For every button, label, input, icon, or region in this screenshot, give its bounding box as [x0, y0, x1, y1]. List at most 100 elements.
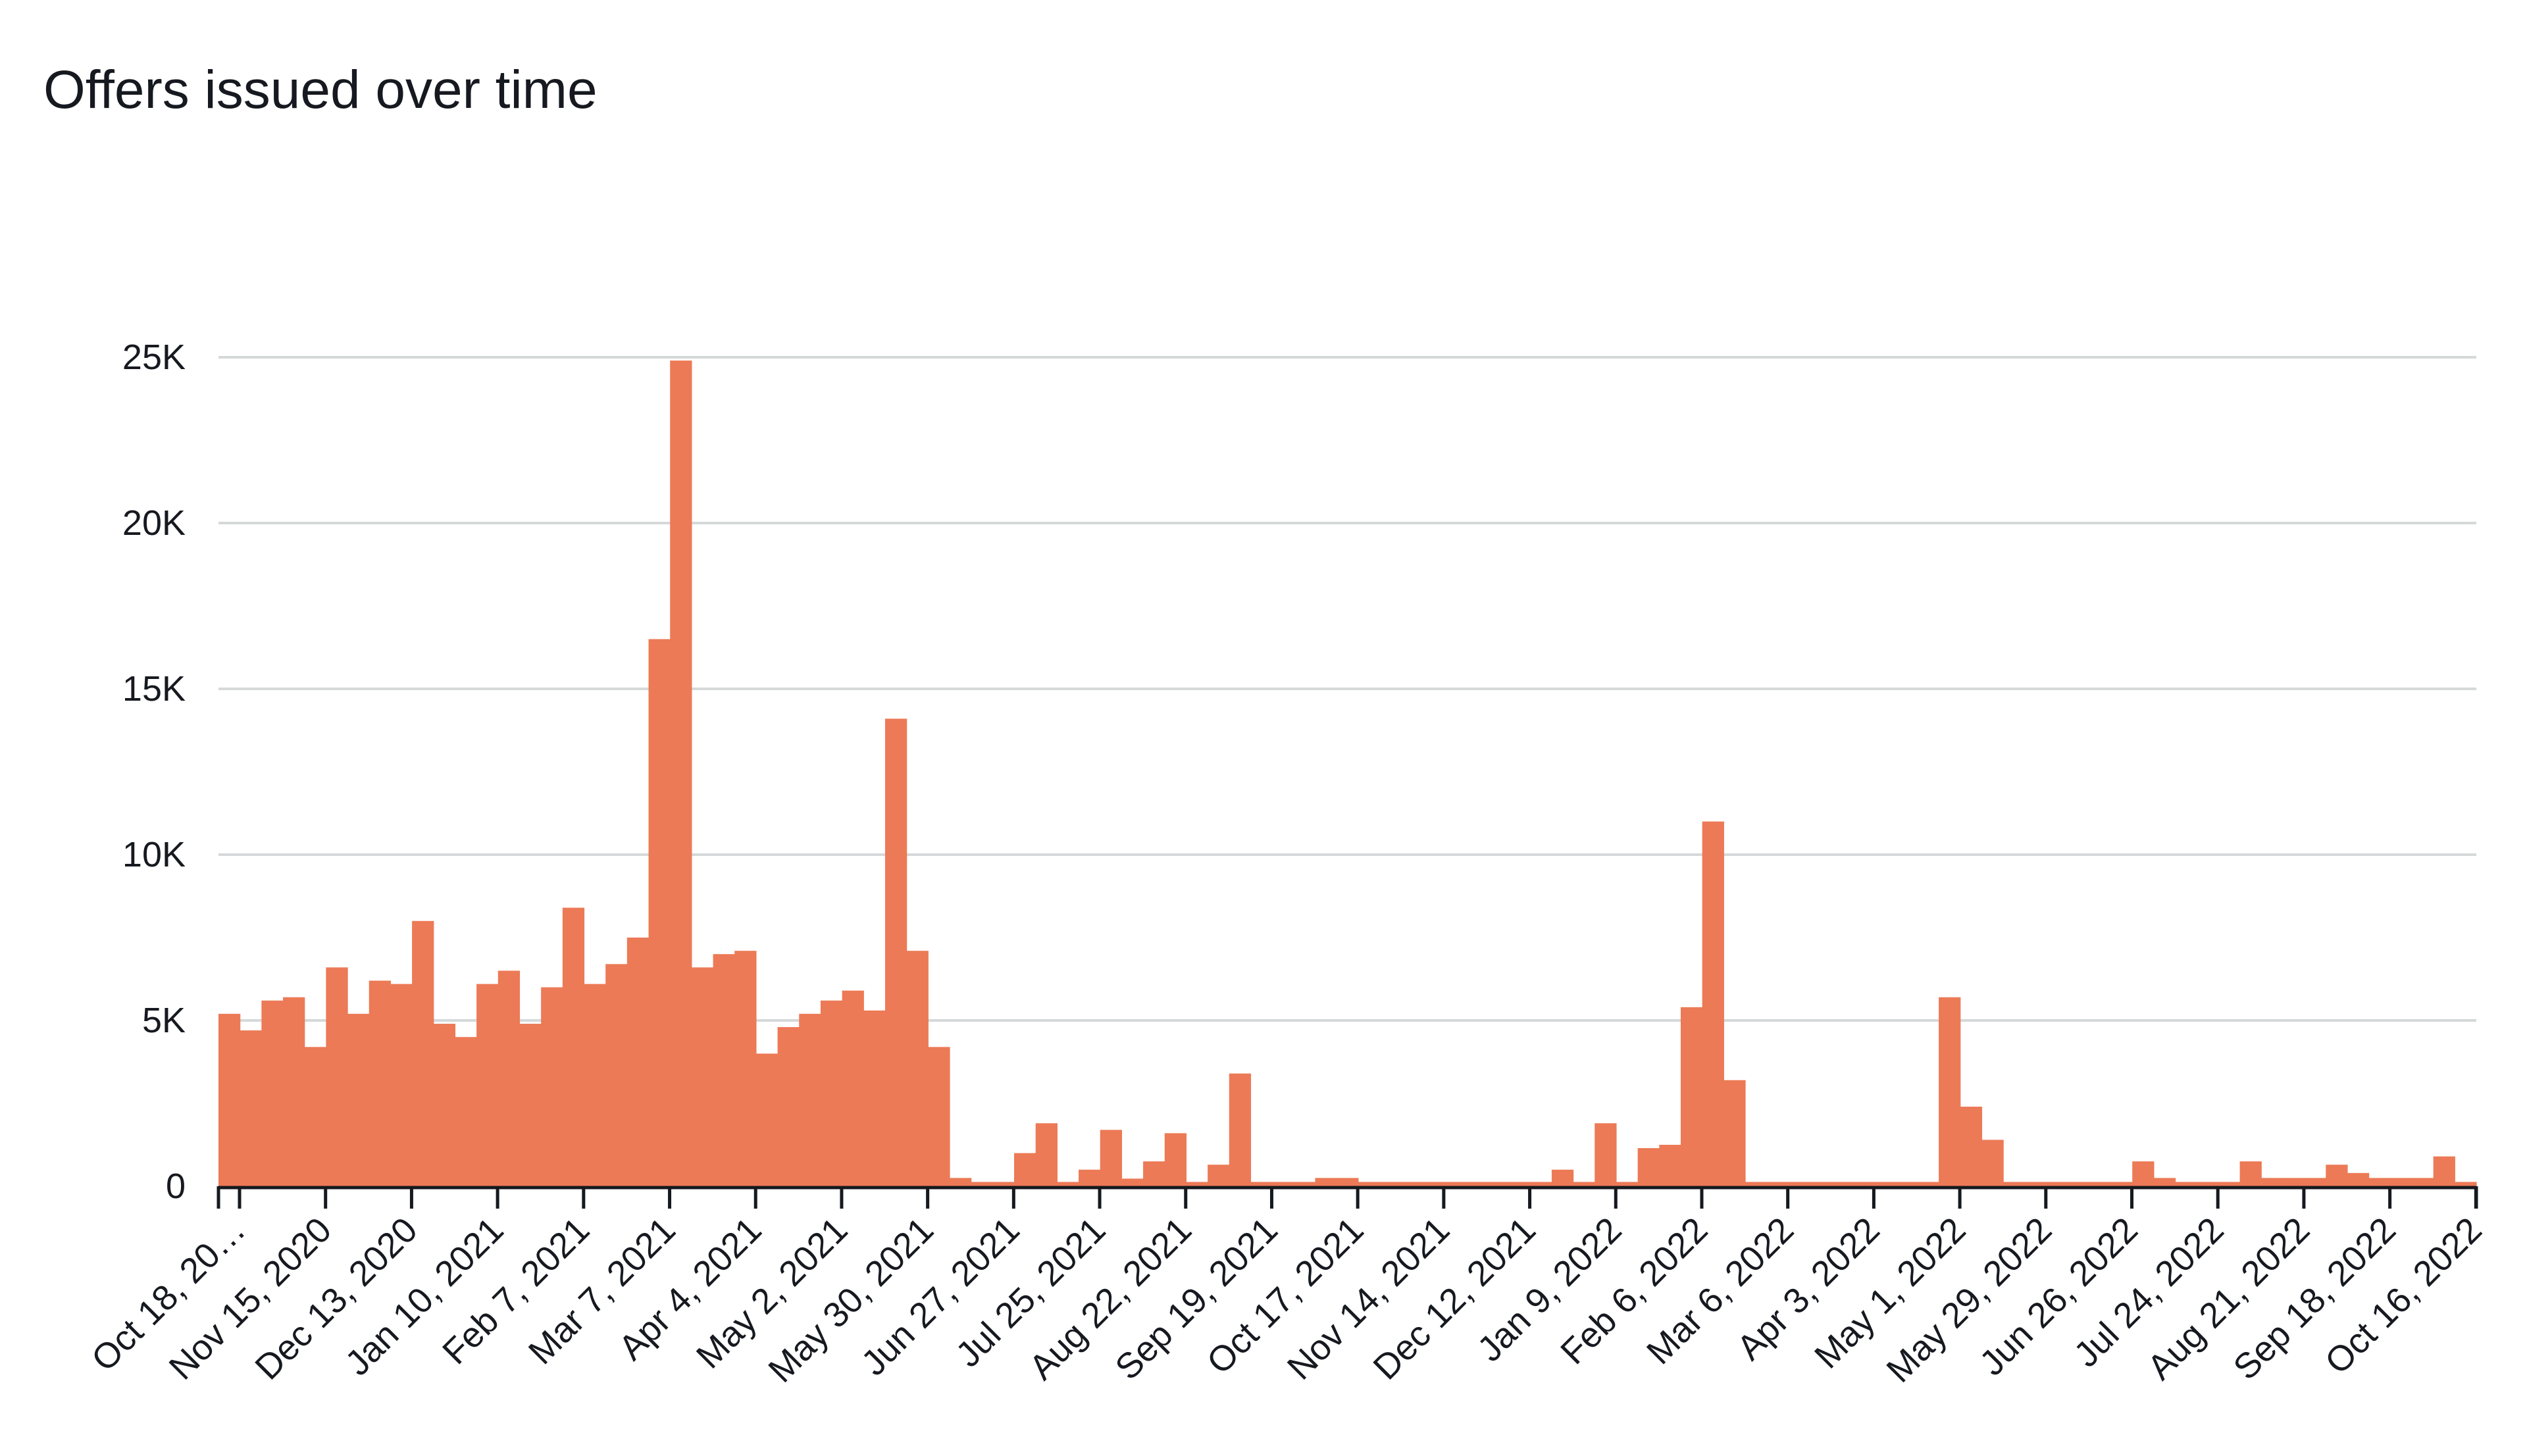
bar	[1121, 1178, 1144, 1186]
bar	[1186, 1182, 1208, 1186]
bar	[799, 1013, 821, 1186]
bar	[734, 951, 757, 1186]
bar	[1250, 1182, 1273, 1186]
bar	[1659, 1145, 1681, 1186]
bar	[1014, 1153, 1036, 1186]
bar	[1358, 1182, 1381, 1186]
bar	[498, 970, 521, 1186]
bar	[1960, 1107, 1983, 1186]
bar	[326, 967, 348, 1186]
bar	[476, 984, 499, 1186]
bar	[670, 361, 692, 1186]
bar	[1337, 1178, 1359, 1186]
bar	[1293, 1182, 1316, 1186]
y-tick-label: 25K	[122, 338, 186, 377]
bar	[2433, 1156, 2455, 1186]
bar	[562, 907, 585, 1186]
bar	[863, 1010, 886, 1186]
bar	[713, 954, 735, 1186]
bar	[906, 951, 929, 1186]
bar	[369, 980, 392, 1186]
bar	[1508, 1182, 1531, 1186]
bar	[1810, 1182, 1832, 1186]
y-axis-tick-labels: 0 5K 10K 15K 20K 25K	[122, 338, 186, 1206]
y-tick-label: 10K	[122, 835, 186, 874]
x-axis	[217, 1186, 2478, 1209]
bar	[2046, 1182, 2068, 1186]
bar	[777, 1027, 800, 1186]
bar	[2261, 1178, 2284, 1186]
bar	[2368, 1178, 2391, 1186]
bar	[648, 639, 671, 1186]
chart-title: Offers issued over time	[43, 60, 598, 120]
bar	[1057, 1182, 1079, 1186]
bar	[1616, 1182, 1639, 1186]
bar	[1766, 1182, 1789, 1186]
bar	[1702, 821, 1724, 1186]
bar	[1487, 1182, 1510, 1186]
bars	[218, 361, 2477, 1186]
bar	[2197, 1182, 2219, 1186]
bar	[1401, 1182, 1423, 1186]
bar	[1917, 1182, 1939, 1186]
bar	[2068, 1182, 2090, 1186]
bar	[1379, 1182, 1402, 1186]
bar	[971, 1182, 993, 1186]
bar	[1143, 1161, 1165, 1186]
bar	[2089, 1182, 2112, 1186]
bar	[842, 990, 864, 1186]
bar	[820, 1000, 843, 1186]
bar	[755, 1053, 779, 1186]
bar	[2282, 1178, 2305, 1186]
bar	[1595, 1123, 1617, 1186]
bar	[2326, 1165, 2348, 1186]
bar	[992, 1182, 1015, 1186]
bar	[2153, 1178, 2176, 1186]
bar	[2175, 1182, 2197, 1186]
bar	[1895, 1182, 1918, 1186]
bar	[1272, 1182, 1294, 1186]
bar	[283, 997, 305, 1186]
y-tick-label: 0	[166, 1167, 186, 1206]
bar	[949, 1178, 972, 1186]
bar	[626, 938, 650, 1186]
bar	[2024, 1182, 2047, 1186]
bar	[2304, 1178, 2326, 1186]
bar	[2218, 1182, 2241, 1186]
y-tick-label: 20K	[122, 503, 186, 543]
bar	[1788, 1182, 1810, 1186]
bar	[2411, 1178, 2434, 1186]
bar	[1680, 1007, 1703, 1186]
bar	[605, 964, 628, 1186]
bar	[304, 1047, 326, 1186]
bar	[1573, 1182, 1595, 1186]
bar	[412, 920, 434, 1186]
y-tick-label: 5K	[142, 1001, 186, 1040]
bar	[1723, 1080, 1746, 1186]
bar	[884, 718, 907, 1186]
bar	[1852, 1182, 1875, 1186]
bar	[1100, 1130, 1122, 1186]
bar	[1315, 1178, 1337, 1186]
bar	[1939, 997, 1961, 1186]
bar	[1229, 1073, 1252, 1186]
bar	[1981, 1140, 2004, 1186]
bar	[347, 1013, 370, 1186]
bar	[433, 1024, 456, 1186]
bar	[1444, 1182, 1466, 1186]
bar	[1035, 1123, 1058, 1186]
bar	[691, 967, 714, 1186]
bar	[1530, 1182, 1552, 1186]
bar	[1422, 1182, 1445, 1186]
bar	[2239, 1161, 2262, 1186]
bar	[261, 1000, 284, 1186]
bar	[2390, 1178, 2412, 1186]
bar	[1831, 1182, 1853, 1186]
bar	[2003, 1182, 2026, 1186]
bar	[2110, 1182, 2133, 1186]
bar	[1551, 1169, 1574, 1186]
bar	[1745, 1182, 1768, 1186]
bar	[218, 1013, 241, 1186]
bar	[541, 987, 563, 1186]
